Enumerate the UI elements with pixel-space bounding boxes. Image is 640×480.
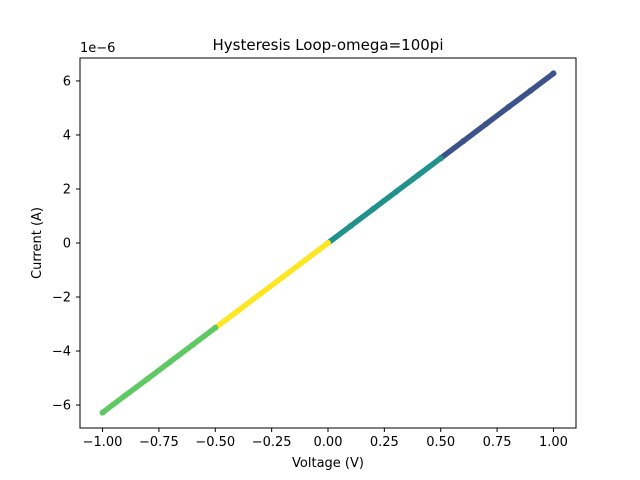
data-point [482, 121, 489, 128]
data-point [437, 155, 444, 162]
x-axis: −1.00 −0.75 −0.50 −0.25 0.00 0.25 0.50 0.75 1.00 [83, 428, 568, 450]
data-point [279, 273, 286, 280]
data-point [370, 206, 377, 213]
series-2-trace [212, 240, 331, 331]
data-point [302, 256, 309, 263]
y-tick-label: 4 [63, 128, 71, 143]
y-axis-label: Current (A) [30, 207, 45, 279]
data-layer [99, 70, 557, 416]
data-point [212, 324, 219, 331]
x-tick-label: −1.00 [83, 435, 123, 450]
x-tick-label: 0.75 [483, 435, 512, 450]
x-tick-label: −0.75 [139, 435, 179, 450]
x-tick-label: 0.25 [370, 435, 399, 450]
y-axis: −6 −4 −2 0 2 4 6 [52, 74, 80, 414]
x-tick-label: −0.50 [195, 435, 235, 450]
data-point [460, 138, 467, 145]
y-offset-label: 1e−6 [80, 41, 115, 56]
x-tick-label: −0.25 [252, 435, 292, 450]
y-tick-label: −2 [52, 291, 71, 306]
data-point [167, 358, 174, 365]
data-point [257, 290, 264, 297]
y-tick-label: 2 [63, 182, 71, 197]
y-tick-label: 6 [63, 74, 71, 89]
data-point [189, 341, 196, 348]
series-1-trace [325, 155, 444, 246]
y-tick-label: −4 [52, 345, 71, 360]
y-tick-label: −6 [52, 399, 71, 414]
x-tick-label: 0.00 [314, 435, 343, 450]
data-point [550, 70, 557, 77]
data-point [527, 87, 534, 94]
data-point [505, 104, 512, 111]
x-tick-label: 0.50 [426, 435, 455, 450]
chart-title: Hysteresis Loop-omega=100pi [213, 36, 444, 54]
data-point [392, 189, 399, 196]
y-tick-label: 0 [63, 237, 71, 252]
x-tick-label: 1.00 [539, 435, 568, 450]
data-point [325, 240, 331, 246]
data-point [122, 392, 129, 399]
data-point [415, 172, 422, 179]
data-point [234, 307, 241, 314]
series-0-trace [437, 70, 557, 161]
data-point [99, 409, 106, 416]
data-point [144, 375, 151, 382]
x-axis-label: Voltage (V) [292, 456, 364, 471]
data-point [347, 223, 354, 230]
series-3-trace [99, 325, 219, 416]
